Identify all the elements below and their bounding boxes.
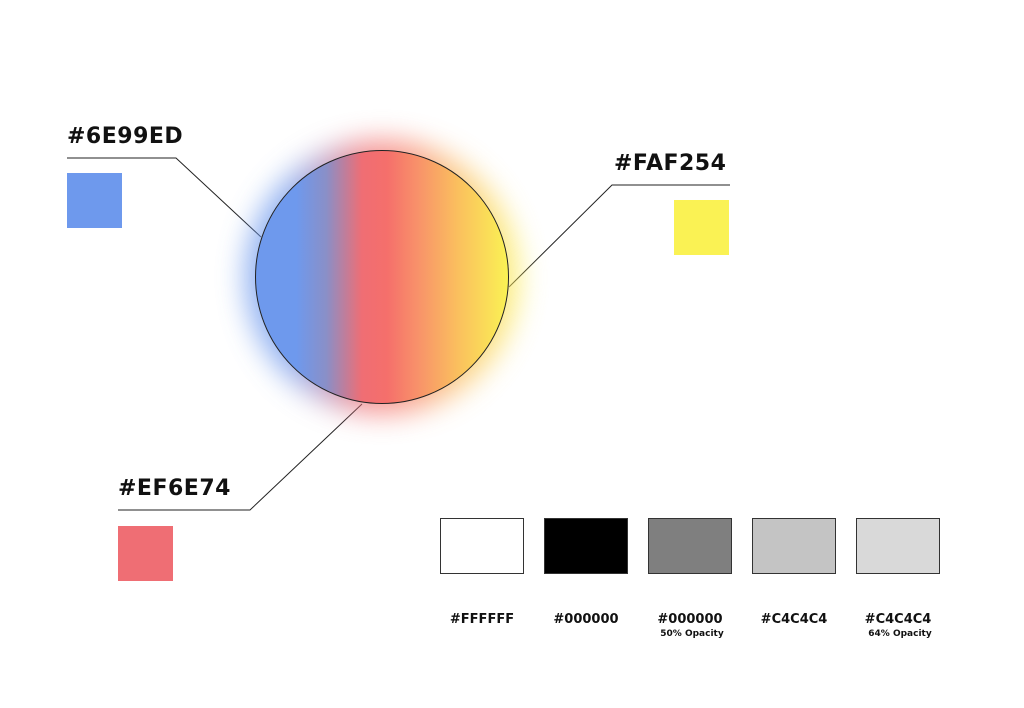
neutral-note-black-50: 50% Opacity [660, 629, 724, 639]
hex-label-red: #EF6E74 [118, 476, 231, 501]
hex-label-yellow: #FAF254 [614, 151, 727, 176]
neutral-swatch-gray-64 [856, 518, 940, 574]
neutral-swatch-black [544, 518, 628, 574]
gradient-orb [245, 140, 519, 414]
swatch-red [118, 526, 173, 581]
hex-label-blue: #6E99ED [67, 124, 184, 149]
neutral-swatch-white [440, 518, 524, 574]
gradient-orb-circle [255, 150, 509, 404]
swatch-blue [67, 173, 122, 228]
neutral-swatch-gray [752, 518, 836, 574]
neutral-hex-white: #FFFFFF [449, 612, 515, 627]
neutral-hex-gray-64: #C4C4C4 [864, 612, 932, 627]
neutral-swatch-black-50 [648, 518, 732, 574]
neutral-note-gray-64: 64% Opacity [868, 629, 932, 639]
swatch-yellow [674, 200, 729, 255]
neutral-hex-black: #000000 [553, 612, 619, 627]
neutral-hex-gray: #C4C4C4 [760, 612, 828, 627]
neutral-hex-black-50: #000000 [657, 612, 723, 627]
